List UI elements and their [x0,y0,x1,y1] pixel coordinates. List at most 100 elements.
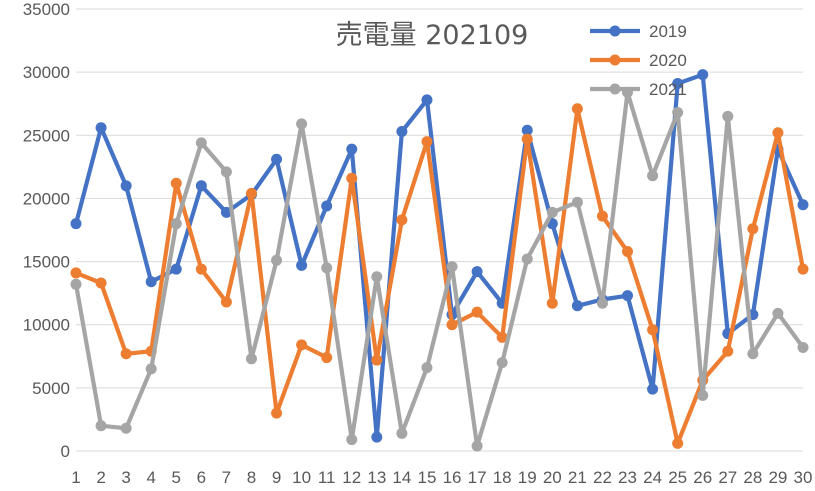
data-point [245,353,257,365]
y-tick-label: 15000 [23,253,70,272]
data-point [647,383,659,395]
data-point [120,422,132,434]
x-tick-label: 16 [443,468,462,487]
data-point [95,420,107,432]
data-point [296,339,308,351]
data-point [647,170,659,182]
data-point [622,290,634,302]
data-point [346,434,358,446]
data-point [797,199,809,211]
legend-label: 2019 [649,22,687,41]
x-tick-label: 22 [593,468,612,487]
data-point [722,345,734,357]
y-tick-label: 5000 [32,379,70,398]
data-point [396,125,408,137]
data-point [296,118,308,130]
legend-item: 2019 [590,22,687,41]
x-tick-label: 23 [618,468,637,487]
x-tick-label: 18 [493,468,512,487]
data-point [170,218,182,230]
data-point [772,127,784,139]
data-point [622,245,634,257]
legend-swatch-marker [609,54,621,66]
series-line [73,90,806,448]
legend-item: 2020 [590,51,687,70]
data-point [195,263,207,275]
x-tick-label: 15 [418,468,437,487]
legend: 2019 2020 2021 [590,22,687,99]
x-tick-label: 20 [543,468,562,487]
data-point [446,319,458,331]
data-point [195,137,207,149]
x-tick-label: 28 [743,468,762,487]
x-tick-label: 4 [146,468,155,487]
series-group [70,69,809,452]
x-tick-label: 14 [392,468,411,487]
x-tick-label: 27 [718,468,737,487]
data-point [195,180,207,192]
data-point [371,354,383,366]
data-point [70,218,82,230]
x-tick-label: 24 [643,468,662,487]
y-tick-label: 35000 [23,0,70,19]
data-point [346,143,358,155]
data-point [70,278,82,290]
data-point [722,110,734,122]
legend-item: 2021 [590,80,687,99]
data-point [396,427,408,439]
data-point [170,177,182,189]
x-tick-label: 25 [668,468,687,487]
data-point [747,348,759,360]
y-axis-ticks: 0 5000 10000 15000 20000 25000 30000 35000 [23,0,70,461]
data-point [145,276,157,288]
data-point [120,180,132,192]
x-tick-label: 19 [518,468,537,487]
data-point [421,362,433,374]
data-point [596,297,608,309]
data-point [797,263,809,275]
data-point [471,306,483,318]
data-point [571,196,583,208]
data-point [571,103,583,115]
legend-swatch-marker [609,83,621,95]
x-tick-label: 1 [71,468,80,487]
data-point [321,200,333,212]
x-tick-label: 21 [568,468,587,487]
x-tick-label: 2 [96,468,105,487]
data-point [521,133,533,145]
data-point [596,210,608,222]
data-point [446,261,458,273]
x-tick-label: 6 [197,468,206,487]
data-point [220,166,232,178]
data-point [95,277,107,289]
data-point [421,94,433,106]
legend-swatch-marker [609,25,621,37]
data-point [697,389,709,401]
data-point [772,307,784,319]
data-point [471,266,483,278]
x-tick-label: 30 [794,468,813,487]
data-point [245,187,257,199]
data-point [496,357,508,369]
x-tick-label: 8 [247,468,256,487]
data-point [321,262,333,274]
data-point [321,352,333,364]
x-tick-label: 10 [292,468,311,487]
x-tick-label: 7 [222,468,231,487]
data-point [521,124,533,136]
data-point [220,296,232,308]
x-tick-label: 11 [318,468,336,487]
data-point [546,297,558,309]
x-tick-label: 3 [121,468,130,487]
x-axis-ticks: 1 2 3 4 5 6 7 8 9 10 11 12 13 14 15 16 17 18 19 20 21 22 23 24 2… [71,468,812,487]
x-tick-label: 9 [272,468,281,487]
x-tick-label: 5 [172,468,181,487]
data-point [296,259,308,271]
x-tick-label: 13 [367,468,386,487]
data-point [271,407,283,419]
data-point [145,363,157,375]
data-point [571,300,583,312]
series-2021 [70,86,809,452]
data-point [672,107,684,119]
